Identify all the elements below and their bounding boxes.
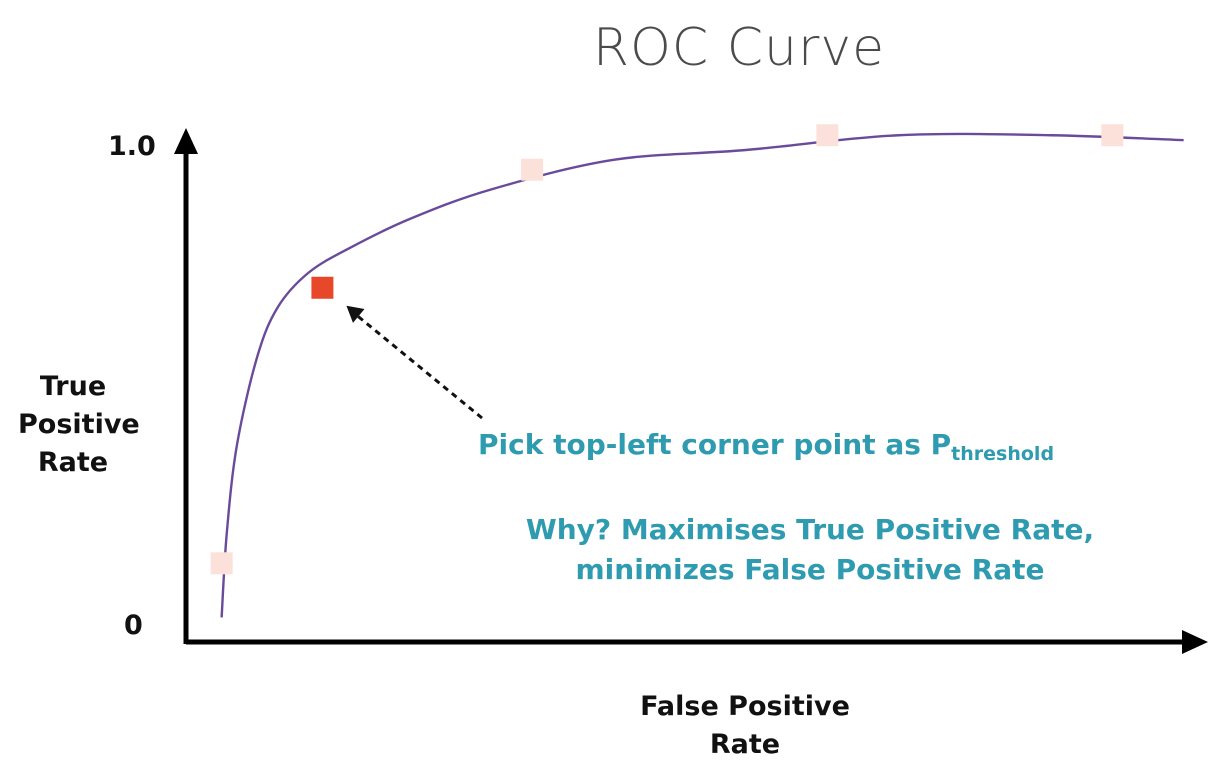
annotation-arrow-head (346, 305, 365, 323)
x-axis-label-line: False Positive (640, 691, 850, 722)
y-axis-label-line: True (39, 371, 107, 402)
y-axis-label-line: Positive (18, 409, 140, 440)
roc-point-marker (210, 552, 233, 575)
why-annotation-line: minimizes False Positive Rate (575, 553, 1045, 586)
roc-point-marker (521, 158, 544, 181)
y-axis-label: True Positive Rate (18, 368, 140, 482)
y-tick-label-bottom: 0 (124, 610, 143, 641)
roc-point-marker (816, 124, 839, 147)
y-axis-arrow (174, 128, 198, 154)
threshold-annotation-text: Pick top-left corner point as P (478, 428, 952, 461)
threshold-subscript: threshold (951, 443, 1055, 465)
roc-point-marker (1101, 124, 1124, 147)
threshold-annotation: Pick top-left corner point as Pthreshold (478, 428, 1054, 465)
why-annotation-line: Why? Maximises True Positive Rate, (525, 513, 1095, 546)
why-annotation: Why? Maximises True Positive Rate, minim… (470, 510, 1150, 590)
x-axis-label-line: Rate (709, 729, 781, 760)
chart-title: ROC Curve (592, 18, 886, 78)
roc-curve-line (220, 132, 1184, 618)
y-axis-label-line: Rate (37, 447, 109, 478)
x-axis-arrow (1182, 630, 1208, 654)
y-tick-label-top: 1.0 (108, 131, 156, 162)
x-axis-label: False Positive Rate (620, 688, 870, 764)
threshold-point-marker (311, 276, 334, 299)
annotation-arrow-line (351, 310, 483, 420)
